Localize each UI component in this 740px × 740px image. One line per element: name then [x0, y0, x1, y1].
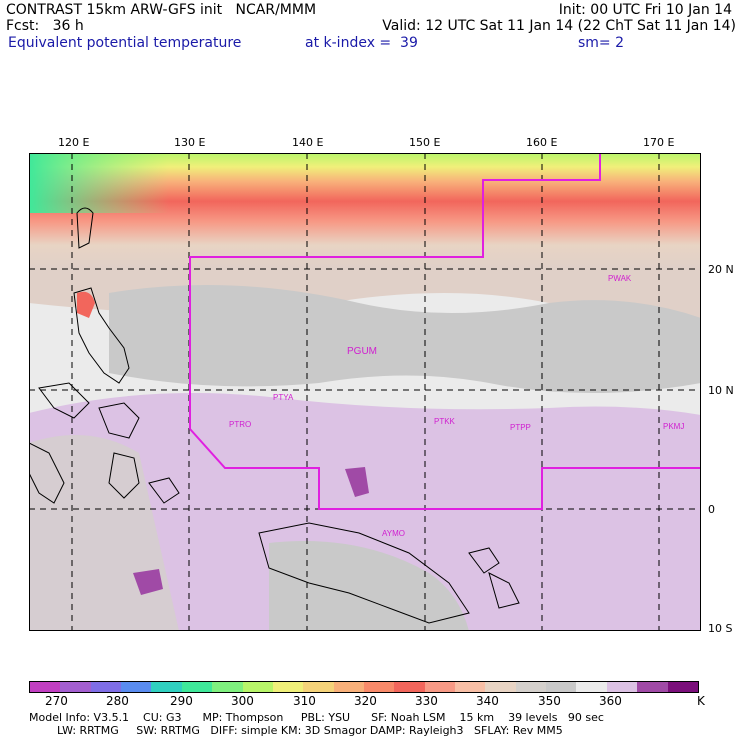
init-time: Init: 00 UTC Fri 10 Jan 14 [558, 2, 732, 18]
colorbar-unit: K [697, 694, 705, 708]
lon-label: 170 E [643, 136, 675, 149]
colorbar-swatch [333, 682, 364, 692]
forecast-hour: Fcst: 36 h [6, 18, 84, 34]
colorbar-swatch [606, 682, 638, 692]
gray-newguinea [269, 541, 469, 631]
colorbar-swatch [242, 682, 273, 692]
colorbar-tick: 340 [476, 694, 499, 708]
colorbar-tick: 300 [231, 694, 254, 708]
station-label: PWAK [608, 274, 632, 283]
gray-band [109, 285, 701, 393]
colorbar-swatch [303, 682, 334, 692]
map-frame [29, 153, 701, 631]
lon-label: 120 E [58, 136, 90, 149]
colorbar-swatch [576, 682, 607, 692]
colorbar-swatch [90, 682, 122, 692]
colorbar-tick: 310 [293, 694, 316, 708]
lat-label: 10 S [708, 622, 733, 635]
colorbar-swatch [546, 682, 577, 692]
colorbar-swatch [424, 682, 456, 692]
field-name: Equivalent potential temperature [8, 35, 242, 51]
colorbar-tick: 280 [106, 694, 129, 708]
model-info-line1: Model Info: V3.5.1 CU: G3 MP: Thompson P… [29, 711, 604, 724]
lon-label: 160 E [526, 136, 558, 149]
purple-patch [345, 467, 369, 497]
colorbar-swatch [212, 682, 243, 692]
purple-patch [133, 569, 163, 595]
station-label: PTYA [273, 393, 294, 402]
warm-spot [77, 291, 95, 318]
lat-label: 20 N [708, 263, 734, 276]
colorbar-tick: 330 [415, 694, 438, 708]
colorbar-tick: 320 [354, 694, 377, 708]
lon-label: 130 E [174, 136, 206, 149]
station-label: PKMJ [663, 422, 684, 431]
theta-e-map: PWAK PGUM PTYA PTRO PTKK PTPP PKMJ AYMO [29, 153, 701, 631]
smoothing-info: sm= 2 [578, 35, 625, 51]
station-label: PTRO [229, 420, 251, 429]
colorbar-swatch [515, 682, 547, 692]
colorbar-swatch [363, 682, 395, 692]
colorbar-swatch [60, 682, 91, 692]
colorbar-tick: 360 [599, 694, 622, 708]
valid-time: Valid: 12 UTC Sat 11 Jan 14 (22 ChT Sat … [382, 18, 736, 34]
colorbar-swatch [30, 682, 61, 692]
purple-region [29, 393, 701, 631]
graticule [29, 153, 701, 631]
station-label: AYMO [382, 529, 405, 538]
station-label: PGUM [347, 346, 377, 357]
colorbar-swatch [272, 682, 304, 692]
colorbar-swatch [637, 682, 668, 692]
colorbar-tick: 350 [538, 694, 561, 708]
lon-label: 150 E [409, 136, 441, 149]
cool-northwest [29, 153, 169, 213]
colorbar-swatch [455, 682, 486, 692]
model-info-line2: LW: RRTMG SW: RRTMG DIFF: simple KM: 3D … [29, 724, 563, 737]
lat-label: 10 N [708, 384, 734, 397]
colorbar [29, 681, 699, 693]
map-title: CONTRAST 15km ARW-GFS init NCAR/MMM [6, 2, 317, 18]
colorbar-swatch [485, 682, 516, 692]
colorbar-swatch [121, 682, 152, 692]
colorbar-tick: 290 [170, 694, 193, 708]
level-info: at k-index = 39 [305, 35, 418, 51]
station-label: PTKK [434, 417, 456, 426]
colorbar-swatch [667, 682, 698, 692]
coastlines [29, 207, 520, 624]
colorbar-tick: 270 [45, 694, 68, 708]
domain-boundary [189, 153, 701, 510]
station-label: PTPP [510, 423, 531, 432]
colorbar-swatch [181, 682, 213, 692]
lon-label: 140 E [292, 136, 324, 149]
colorbar-swatch [394, 682, 425, 692]
colorbar-swatch [151, 682, 182, 692]
lat-label: 0 [708, 503, 715, 516]
